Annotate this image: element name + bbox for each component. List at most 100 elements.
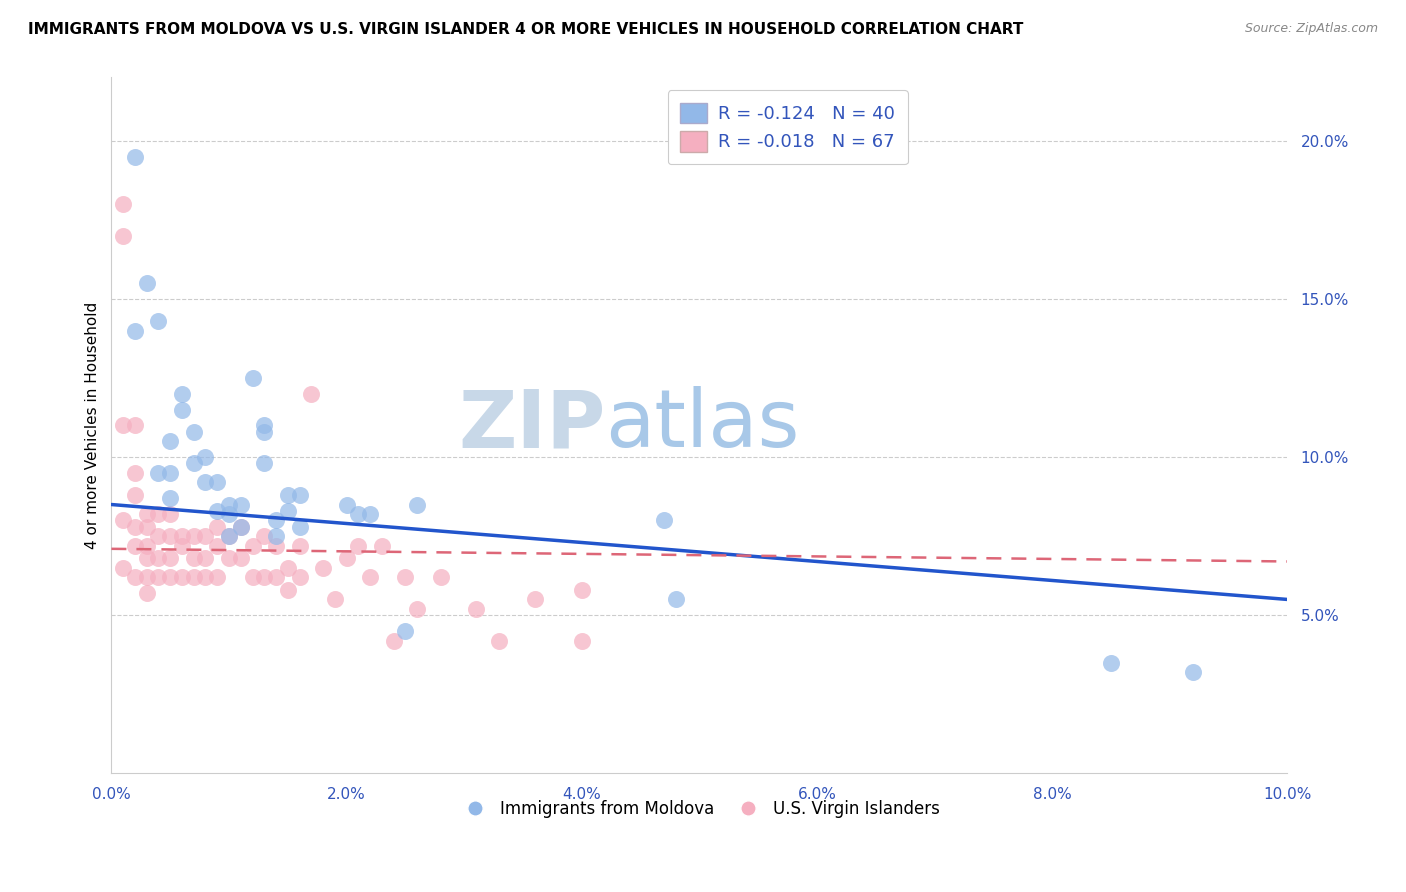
Point [124,519,146,533]
Point [382,633,405,648]
Point [242,371,264,385]
Point [183,457,205,471]
Point [124,488,146,502]
Point [264,539,287,553]
Point [264,513,287,527]
Point [124,324,146,338]
Point [135,586,157,600]
Point [135,539,157,553]
Point [148,314,170,328]
Point [253,570,276,584]
Point [148,466,170,480]
Point [194,529,217,543]
Point [112,513,135,527]
Y-axis label: 4 or more Vehicles in Household: 4 or more Vehicles in Household [86,301,100,549]
Point [253,418,276,433]
Point [229,519,252,533]
Point [299,386,322,401]
Point [183,570,205,584]
Point [264,529,287,543]
Point [571,633,593,648]
Point [124,149,146,163]
Point [277,488,299,502]
Point [218,551,240,566]
Point [488,633,510,648]
Point [194,551,217,566]
Point [170,539,193,553]
Point [135,519,157,533]
Point [229,519,252,533]
Point [135,276,157,290]
Point [124,466,146,480]
Point [277,561,299,575]
Point [124,539,146,553]
Point [112,561,135,575]
Point [312,561,335,575]
Point [336,498,357,512]
Point [124,418,146,433]
Point [218,529,240,543]
Point [135,551,157,566]
Point [194,475,217,490]
Point [1182,665,1205,680]
Point [665,592,688,607]
Point [148,529,170,543]
Point [159,434,181,449]
Point [336,551,357,566]
Point [207,539,229,553]
Point [207,570,229,584]
Point [347,539,370,553]
Text: Source: ZipAtlas.com: Source: ZipAtlas.com [1244,22,1378,36]
Point [148,551,170,566]
Point [242,570,264,584]
Point [523,592,546,607]
Point [371,539,394,553]
Point [1099,656,1122,670]
Point [148,507,170,521]
Point [229,498,252,512]
Point [207,504,229,518]
Point [359,507,381,521]
Point [112,197,135,211]
Point [288,570,311,584]
Text: atlas: atlas [605,386,800,465]
Point [124,570,146,584]
Point [242,539,264,553]
Point [135,570,157,584]
Point [159,491,181,506]
Point [218,529,240,543]
Point [229,551,252,566]
Point [159,529,181,543]
Point [170,529,193,543]
Point [170,402,193,417]
Point [406,602,429,616]
Point [464,602,486,616]
Point [159,570,181,584]
Legend: Immigrants from Moldova, U.S. Virgin Islanders: Immigrants from Moldova, U.S. Virgin Isl… [453,793,946,824]
Point [148,570,170,584]
Point [170,386,193,401]
Point [253,457,276,471]
Point [394,570,416,584]
Point [253,425,276,439]
Point [218,498,240,512]
Point [112,418,135,433]
Point [277,582,299,597]
Point [112,228,135,243]
Point [183,551,205,566]
Point [571,582,593,597]
Text: IMMIGRANTS FROM MOLDOVA VS U.S. VIRGIN ISLANDER 4 OR MORE VEHICLES IN HOUSEHOLD : IMMIGRANTS FROM MOLDOVA VS U.S. VIRGIN I… [28,22,1024,37]
Point [159,551,181,566]
Point [207,475,229,490]
Point [406,498,429,512]
Point [652,513,675,527]
Point [277,504,299,518]
Point [183,529,205,543]
Point [359,570,381,584]
Point [207,519,229,533]
Point [264,570,287,584]
Point [194,570,217,584]
Point [183,425,205,439]
Point [288,519,311,533]
Point [159,466,181,480]
